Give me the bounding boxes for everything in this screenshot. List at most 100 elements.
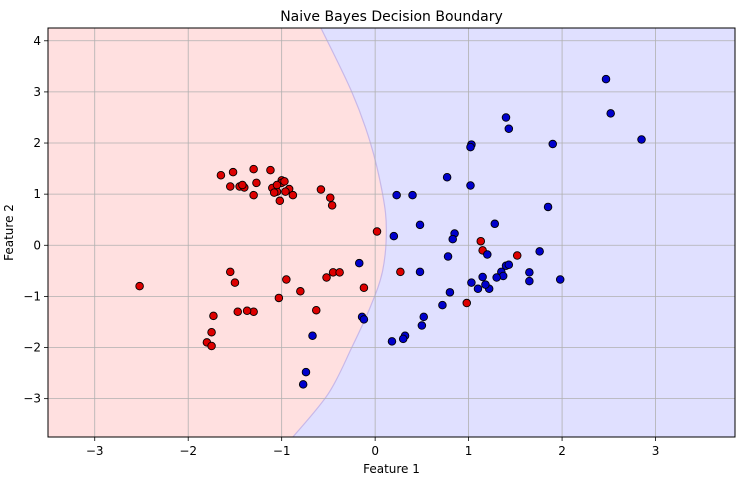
data-point-class-1: [387, 337, 397, 346]
y-axis-label: Feature 2: [2, 204, 16, 261]
x-tick-label: 2: [558, 444, 566, 458]
chart-title: Naive Bayes Decision Boundary: [280, 9, 503, 25]
data-point-class-1: [466, 181, 475, 190]
data-point-class-0: [462, 298, 471, 308]
data-point-class-0: [396, 267, 405, 277]
y-tick-label: 1: [33, 187, 41, 201]
data-point-class-1: [438, 300, 447, 310]
data-point-class-1: [389, 231, 399, 241]
data-point-class-1: [398, 334, 408, 344]
y-tick-label: −3: [23, 392, 41, 406]
data-point-class-1: [483, 250, 492, 259]
class-0-region: [48, 28, 387, 437]
data-point-class-1: [535, 247, 544, 256]
data-point-class-0: [207, 327, 216, 337]
data-point-class-0: [312, 305, 321, 315]
data-point-class-1: [392, 190, 401, 200]
data-point-class-0: [326, 193, 335, 202]
data-point-class-1: [525, 276, 534, 286]
data-point-class-1: [501, 113, 511, 122]
data-point-class-1: [359, 315, 369, 324]
data-point-class-0: [242, 306, 252, 315]
data-point-class-0: [209, 311, 218, 321]
data-point-class-0: [249, 190, 258, 200]
x-axis-label: Feature 1: [363, 462, 420, 476]
data-point-class-1: [481, 280, 490, 289]
data-point-class-0: [335, 268, 344, 277]
data-point-class-0: [207, 341, 216, 351]
x-tick-label: 3: [652, 444, 660, 458]
y-tick-label: 2: [33, 136, 41, 150]
data-point-class-1: [445, 288, 455, 297]
data-point-class-0: [226, 182, 235, 191]
data-point-class-1: [298, 380, 308, 389]
data-point-class-0: [322, 273, 331, 282]
data-point-class-1: [415, 220, 425, 230]
data-point-class-0: [275, 196, 285, 206]
y-tick-label: 0: [33, 238, 41, 252]
data-point-class-1: [467, 278, 476, 287]
data-point-class-1: [355, 258, 364, 268]
data-point-class-0: [288, 190, 298, 200]
data-point-class-1: [555, 275, 565, 284]
axes-frame: [47, 27, 736, 438]
y-tick-label: 4: [33, 34, 41, 48]
data-point-class-0: [272, 180, 282, 190]
data-point-class-1: [601, 74, 611, 84]
data-point-class-1: [504, 124, 514, 133]
data-point-class-0: [216, 170, 226, 180]
y-tick-label: −1: [23, 289, 41, 303]
data-point-class-0: [233, 307, 242, 316]
y-tick-label: 3: [33, 85, 41, 99]
data-point-class-1: [466, 142, 475, 152]
data-point-class-1: [525, 268, 534, 277]
grid-lines: [48, 28, 735, 437]
data-point-class-0: [135, 281, 144, 291]
axis-ticks: −3 −2 −1 0 1 2 3 −3 −2 −1 0 1 2 3 4: [23, 34, 659, 458]
data-point-class-0: [226, 267, 235, 277]
data-point-class-0: [512, 251, 522, 260]
data-point-class-1: [504, 260, 514, 269]
data-point-class-0: [266, 165, 275, 175]
x-tick-label: 0: [371, 444, 379, 458]
data-point-class-1: [417, 321, 427, 330]
data-point-class-0: [230, 278, 240, 287]
x-tick-label: −2: [179, 444, 197, 458]
data-point-class-1: [492, 273, 501, 282]
data-point-class-1: [548, 139, 557, 149]
data-point-class-1: [478, 272, 487, 282]
decision-boundary-line: [292, 28, 387, 437]
data-point-class-1: [543, 202, 553, 212]
data-point-class-1: [490, 219, 500, 229]
data-point-class-1: [443, 252, 453, 261]
data-point-class-0: [372, 227, 382, 236]
data-point-class-0: [316, 185, 326, 194]
data-point-class-1: [301, 367, 311, 377]
y-tick-label: −2: [23, 341, 41, 355]
data-point-class-1: [408, 190, 417, 200]
data-point-class-1: [473, 284, 483, 293]
data-point-class-1: [415, 267, 425, 277]
data-point-class-1: [448, 234, 457, 244]
x-tick-label: −1: [273, 444, 291, 458]
plot-area: [48, 28, 735, 437]
data-point-class-0: [249, 164, 258, 174]
x-tick-label: −3: [86, 444, 104, 458]
data-point-class-0: [476, 236, 486, 246]
data-point-class-0: [252, 178, 261, 188]
data-point-class-0: [280, 177, 289, 186]
data-point-class-0: [296, 287, 305, 296]
data-point-class-0: [269, 188, 279, 197]
data-point-class-1: [637, 135, 646, 144]
data-point-class-0: [359, 283, 369, 292]
data-point-class-0: [274, 293, 284, 303]
data-point-class-1: [606, 109, 615, 118]
data-point-class-0: [282, 275, 291, 284]
data-point-class-1: [442, 173, 452, 182]
data-point-class-0: [327, 201, 337, 210]
data-point-class-0: [281, 187, 290, 196]
scatter-points: [135, 74, 646, 389]
x-tick-label: 1: [465, 444, 473, 458]
